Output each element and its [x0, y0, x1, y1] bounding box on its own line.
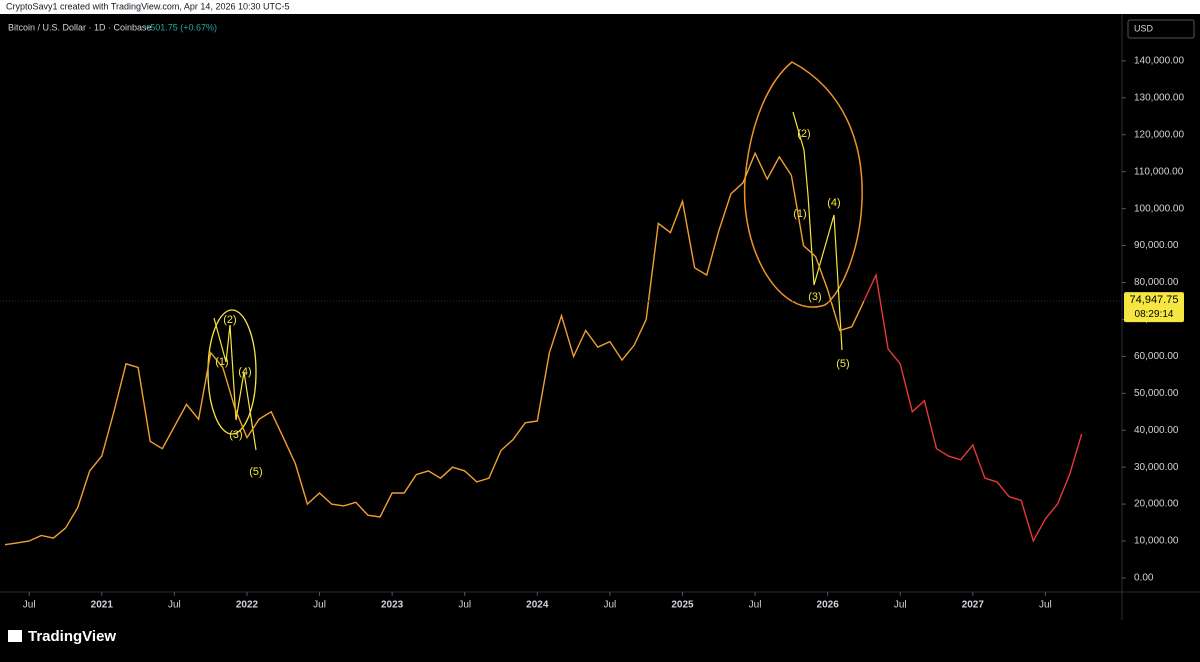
wave-ellipse [207, 309, 257, 435]
chart-title: Bitcoin / U.S. Dollar · 1D · Coinbase [8, 22, 152, 32]
y-tick-label: 90,000.00 [1134, 240, 1179, 251]
x-tick-label: Jul [894, 600, 907, 611]
y-tick-label: 30,000.00 [1134, 462, 1179, 473]
logo-icon [8, 630, 22, 642]
currency-box[interactable] [1127, 19, 1195, 39]
x-tick-label: 2023 [381, 600, 404, 611]
logo: TradingView [8, 628, 116, 645]
y-tick-label: 130,000.00 [1134, 92, 1184, 103]
countdown: 08:29:14 [1135, 309, 1174, 320]
x-tick-label: 2021 [91, 600, 114, 611]
wave-label: (4) [238, 366, 251, 378]
x-tick-label: Jul [749, 600, 762, 611]
y-tick-label: 40,000.00 [1134, 425, 1179, 436]
change: +501.75 (+0.67%) [145, 22, 217, 32]
logo-text: TradingView [28, 628, 116, 645]
x-tick-label: 2025 [671, 600, 694, 611]
wave-label: (3) [229, 429, 242, 441]
wave-lines [792, 111, 843, 351]
x-tick-label: Jul [603, 600, 616, 611]
price-line [863, 272, 1083, 543]
last-price-box [1124, 292, 1184, 323]
wave-label: (3) [808, 291, 821, 303]
y-tick-label: 20,000.00 [1134, 499, 1179, 510]
last-price-label: 74,947.75 [1130, 294, 1179, 306]
y-tick-label: 60,000.00 [1134, 351, 1179, 362]
y-tick-label: 10,000.00 [1134, 536, 1179, 547]
y-tick-label: 140,000.00 [1134, 56, 1184, 67]
wave-label: (5) [249, 466, 262, 478]
x-tick-label: 2022 [236, 600, 259, 611]
wave-loop [743, 61, 863, 308]
y-tick-label: 0.00 [1134, 573, 1154, 584]
y-tick-label: 110,000.00 [1134, 166, 1184, 177]
x-tick-label: Jul [458, 600, 471, 611]
y-tick-label: 120,000.00 [1134, 129, 1184, 140]
x-tick-label: Jul [313, 600, 326, 611]
x-tick-label: Jul [168, 600, 181, 611]
wave-label: (2) [797, 128, 810, 140]
wave-label: (5) [836, 358, 849, 370]
currency: USD [1134, 23, 1154, 33]
x-tick-label: 2027 [962, 600, 985, 611]
wave-label: (2) [223, 314, 236, 326]
wave-label: (1) [215, 356, 228, 368]
x-tick-label: 2026 [817, 600, 840, 611]
y-tick-label: 100,000.00 [1134, 203, 1184, 214]
x-tick-label: Jul [23, 600, 36, 611]
x-tick-label: 2024 [526, 600, 549, 611]
wave-lines [213, 317, 257, 451]
price-line [4, 151, 865, 546]
x-tick-label: Jul [1039, 600, 1052, 611]
wave-label: (1) [793, 208, 806, 220]
y-tick-label: 80,000.00 [1134, 277, 1179, 288]
header: CryptoSavy1 created with TradingView.com… [6, 1, 289, 11]
y-tick-label: 50,000.00 [1134, 388, 1179, 399]
wave-label: (4) [827, 197, 840, 209]
header-bar [0, 0, 1200, 14]
